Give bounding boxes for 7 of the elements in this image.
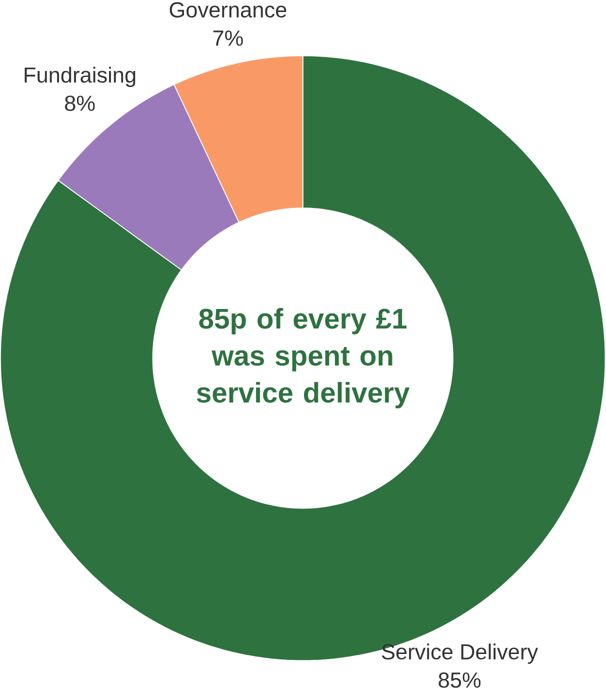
slice-label: Fundraising (24, 66, 136, 88)
data-label: 8% (65, 96, 95, 112)
data-label: 85% (438, 672, 481, 688)
slice-label: Service Delivery (382, 644, 538, 664)
slice-label: Governance (170, 2, 286, 18)
text: 85p of every £1 was spent on service delivery (197, 308, 410, 408)
data-label: 7% (214, 30, 244, 46)
